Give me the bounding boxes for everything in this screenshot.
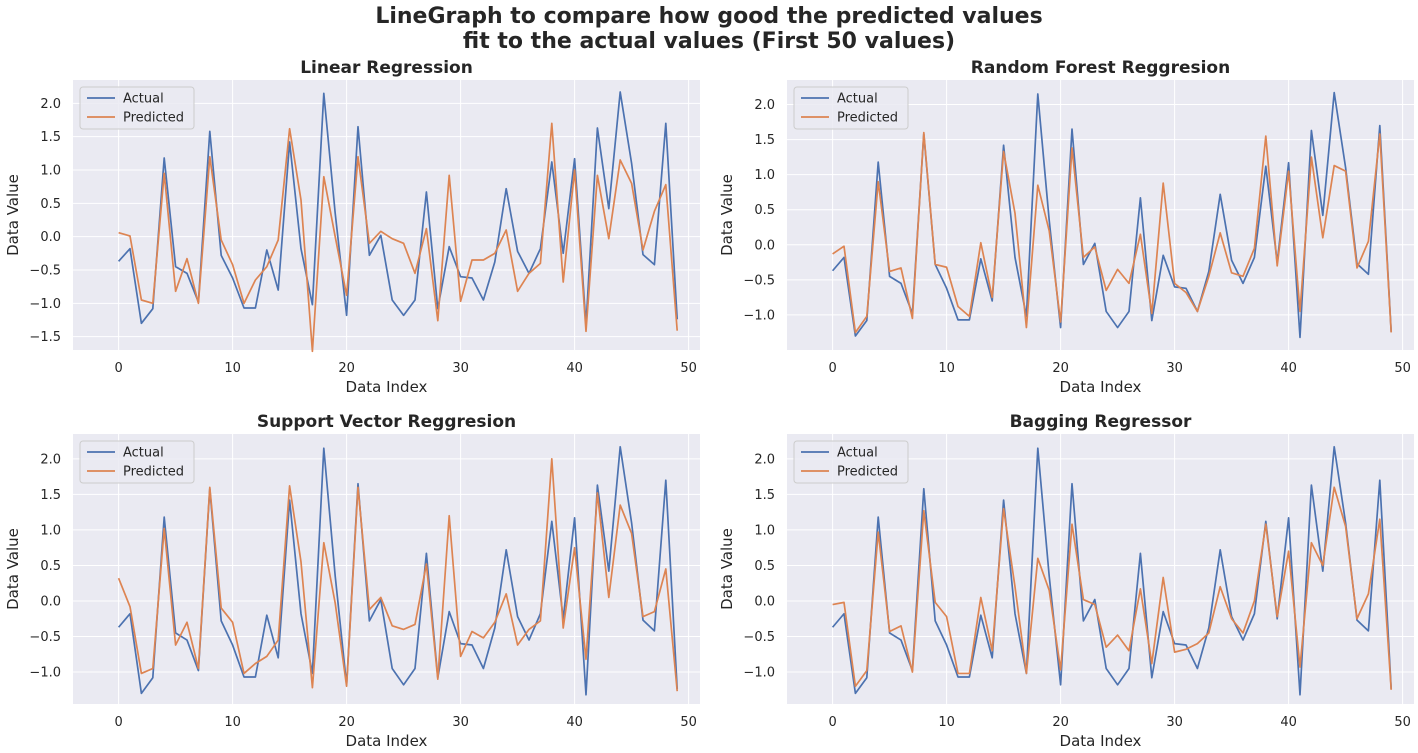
legend-label-actual: Actual bbox=[837, 92, 878, 107]
x-tick-label: 0 bbox=[114, 361, 122, 376]
y-tick-label: 0.0 bbox=[754, 238, 775, 253]
x-tick-label: 30 bbox=[1166, 361, 1183, 376]
subplot-title: Linear Regression bbox=[300, 58, 473, 78]
y-tick-label: 0.5 bbox=[40, 559, 61, 574]
y-tick-label: −0.5 bbox=[743, 273, 775, 288]
y-tick-label: 1.0 bbox=[40, 523, 61, 538]
subplot-4: 0 10 20 30 40 50 −1.0 −0.5 0.0 0.5 1.0 1.5 2.0 Baggin… bbox=[718, 412, 1414, 750]
x-axis-label: Data Index bbox=[346, 732, 428, 750]
x-tick-label: 40 bbox=[1280, 715, 1297, 730]
y-axis-label: Data Value bbox=[718, 174, 736, 256]
x-tick-label: 40 bbox=[1280, 361, 1297, 376]
legend: Actual Predicted bbox=[79, 86, 195, 130]
y-tick-label: −1.0 bbox=[743, 308, 775, 323]
y-tick-label: 2.0 bbox=[40, 97, 61, 112]
x-tick-label: 50 bbox=[1394, 361, 1411, 376]
subplot-2: 0 10 20 30 40 50 −1.0 −0.5 0.0 0.5 1.0 1.5 2.0 Random… bbox=[718, 58, 1414, 396]
subplot-title: Random Forest Reggresion bbox=[971, 58, 1230, 78]
x-tick-label: 20 bbox=[1052, 361, 1069, 376]
legend: Actual Predicted bbox=[793, 440, 909, 484]
figure-title-line-2: fit to the actual values (First 50 value… bbox=[462, 29, 956, 54]
x-axis-label: Data Index bbox=[1060, 378, 1142, 396]
x-tick-label: 10 bbox=[938, 715, 955, 730]
x-tick-label: 20 bbox=[338, 361, 355, 376]
subplot-title: Support Vector Reggresion bbox=[257, 412, 516, 432]
x-tick-label: 40 bbox=[566, 715, 583, 730]
subplot-title: Bagging Regressor bbox=[1010, 412, 1192, 432]
x-tick-label: 50 bbox=[1394, 715, 1411, 730]
x-tick-label: 50 bbox=[680, 361, 697, 376]
legend-label-actual: Actual bbox=[123, 446, 164, 461]
x-tick-label: 20 bbox=[338, 715, 355, 730]
legend: Actual Predicted bbox=[793, 86, 909, 130]
y-tick-label: 1.0 bbox=[754, 523, 775, 538]
y-tick-label: 2.0 bbox=[754, 452, 775, 467]
y-tick-label: 0.5 bbox=[754, 559, 775, 574]
x-tick-label: 30 bbox=[452, 361, 469, 376]
legend-label-actual: Actual bbox=[837, 446, 878, 461]
y-axis-label: Data Value bbox=[718, 528, 736, 610]
series-line-predicted bbox=[832, 131, 1393, 334]
series-line-actual bbox=[831, 445, 1393, 696]
y-tick-label: −1.0 bbox=[743, 666, 775, 681]
legend: Actual Predicted bbox=[79, 440, 195, 484]
y-tick-label: 1.0 bbox=[754, 168, 775, 183]
subplot-3: 0 10 20 30 40 50 −1.0 −0.5 0.0 0.5 1.0 1.5 2.0 Suppor… bbox=[4, 412, 700, 750]
x-tick-label: 40 bbox=[566, 361, 583, 376]
x-tick-label: 50 bbox=[680, 715, 697, 730]
y-tick-label: −1.5 bbox=[29, 330, 61, 345]
y-axis-label: Data Value bbox=[4, 174, 22, 256]
y-tick-label: 1.5 bbox=[40, 488, 61, 503]
legend-label-actual: Actual bbox=[123, 92, 164, 107]
y-tick-label: −0.5 bbox=[743, 630, 775, 645]
series-line-predicted bbox=[117, 458, 679, 692]
series-line-predicted bbox=[832, 486, 1393, 690]
legend-label-predicted: Predicted bbox=[837, 111, 898, 126]
x-tick-label: 10 bbox=[938, 361, 955, 376]
y-tick-label: 1.5 bbox=[754, 133, 775, 148]
figure-title: LineGraph to compare how good the predic… bbox=[0, 4, 1418, 54]
legend-label-predicted: Predicted bbox=[123, 111, 184, 126]
y-tick-label: −0.5 bbox=[29, 630, 61, 645]
y-tick-label: 0.0 bbox=[40, 230, 61, 245]
legend-label-predicted: Predicted bbox=[123, 465, 184, 480]
x-axis-label: Data Index bbox=[346, 378, 428, 396]
y-tick-label: 1.5 bbox=[754, 488, 775, 503]
x-tick-label: 30 bbox=[452, 715, 469, 730]
y-tick-label: 2.0 bbox=[754, 98, 775, 113]
x-tick-label: 0 bbox=[114, 715, 122, 730]
legend-label-predicted: Predicted bbox=[837, 465, 898, 480]
figure-title-line-1: LineGraph to compare how good the predic… bbox=[375, 4, 1043, 29]
y-tick-label: 2.0 bbox=[40, 452, 61, 467]
y-tick-label: −0.5 bbox=[29, 264, 61, 279]
y-tick-label: 0.5 bbox=[40, 197, 61, 212]
series-line-predicted bbox=[118, 122, 679, 353]
y-tick-label: 1.0 bbox=[40, 164, 61, 179]
y-tick-label: 0.0 bbox=[40, 594, 61, 609]
y-tick-label: −1.0 bbox=[29, 666, 61, 681]
x-tick-label: 0 bbox=[828, 361, 836, 376]
x-tick-label: 30 bbox=[1166, 715, 1183, 730]
x-tick-label: 0 bbox=[828, 715, 836, 730]
y-tick-label: 0.0 bbox=[754, 594, 775, 609]
y-axis-label: Data Value bbox=[4, 528, 22, 610]
y-tick-label: 1.5 bbox=[40, 130, 61, 145]
x-axis-label: Data Index bbox=[1060, 732, 1142, 750]
x-tick-label: 10 bbox=[224, 361, 241, 376]
y-tick-label: 0.5 bbox=[754, 203, 775, 218]
x-tick-label: 20 bbox=[1052, 715, 1069, 730]
y-tick-label: −1.0 bbox=[29, 297, 61, 312]
subplot-1: 0 10 20 30 40 50 −1.5 −1.0 −0.5 0.0 0.5 1.0 1.5 2.0 Li… bbox=[4, 58, 700, 396]
x-tick-label: 10 bbox=[224, 715, 241, 730]
